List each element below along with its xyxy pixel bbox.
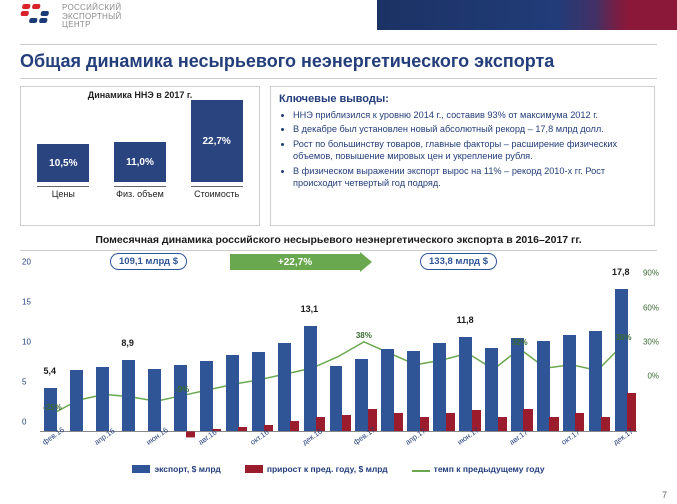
y-left-tick: 20 — [22, 258, 31, 267]
growth-bar — [290, 421, 299, 431]
legend-growth: прирост к пред. году, $ млрд — [245, 464, 388, 474]
small-bar-label: Физ. объем — [114, 186, 166, 199]
small-bar-label: Цены — [37, 186, 89, 199]
export-bar — [70, 370, 83, 431]
callout-bullet: В декабре был установлен новый абсолютны… — [293, 123, 646, 135]
export-bar — [122, 360, 135, 431]
growth-bar — [627, 393, 636, 431]
y-left-tick: 15 — [22, 298, 31, 307]
y-right-tick: 60% — [643, 303, 659, 312]
export-bar — [148, 369, 161, 431]
export-bar — [330, 366, 343, 431]
export-bar — [407, 351, 420, 431]
page-number: 7 — [662, 490, 667, 500]
export-bar — [278, 343, 291, 431]
growth-arrow: +22,7% — [230, 254, 360, 270]
growth-bar — [549, 417, 558, 431]
growth-bar — [446, 413, 455, 431]
key-findings-box: Ключевые выводы: ННЭ приблизился к уровн… — [270, 86, 655, 226]
legend-label: темп к предыдущему году — [434, 464, 545, 474]
export-value-label: 13,1 — [301, 304, 319, 314]
logo-mark-icon — [17, 4, 57, 30]
total-2017-bubble: 133,8 млрд $ — [420, 253, 497, 270]
export-bar — [355, 359, 368, 431]
small-bar-label: Стоимость — [191, 186, 243, 199]
chart-plot-area: 051015200%30%60%90%5,4фев.16-25%апр.168,… — [40, 271, 637, 432]
growth-bar — [238, 427, 247, 431]
callout-bullet: Рост по большинству товаров, главные фак… — [293, 138, 646, 163]
export-bar — [96, 367, 109, 431]
rate-label: -9% — [175, 385, 189, 394]
export-bar — [615, 289, 628, 431]
rate-label: 32% — [512, 338, 528, 347]
legend-export: экспорт, $ млрд — [132, 464, 220, 474]
y-right-tick: 30% — [643, 338, 659, 347]
export-bar — [304, 326, 317, 431]
growth-bar — [394, 413, 403, 431]
header-stripe — [377, 0, 677, 30]
logo-text: РОССИЙСКИЙ ЭКСПОРТНЫЙ ЦЕНТР — [62, 4, 122, 29]
export-value-label: 5,4 — [44, 366, 57, 376]
y-right-tick: 0% — [647, 372, 659, 381]
export-value-label: 11,8 — [457, 315, 474, 325]
logo: РОССИЙСКИЙ ЭКСПОРТНЫЙ ЦЕНТР — [20, 4, 122, 30]
export-bar — [563, 335, 576, 431]
small-chart-bars: 10,5% Цены 11,0% Физ. объем 22,7% Стоимость — [21, 103, 259, 199]
legend-label: экспорт, $ млрд — [154, 464, 220, 474]
growth-bar — [186, 431, 195, 437]
chart-legend: экспорт, $ млрд прирост к пред. году, $ … — [20, 464, 657, 474]
legend-label: прирост к пред. году, $ млрд — [267, 464, 388, 474]
growth-bar — [601, 417, 610, 431]
y-left-tick: 10 — [22, 338, 31, 347]
growth-bar — [342, 415, 351, 431]
export-bar — [511, 338, 524, 431]
export-bar — [433, 343, 446, 431]
export-bar — [381, 349, 394, 431]
logo-line: ЦЕНТР — [62, 21, 122, 29]
page-title: Общая динамика несырьевого неэнергетичес… — [20, 44, 657, 79]
export-bar — [174, 365, 187, 431]
export-bar — [459, 337, 472, 431]
rate-label: -25% — [43, 403, 62, 412]
callout-list: ННЭ приблизился к уровню 2014 г., состав… — [279, 109, 646, 190]
slide-header: РОССИЙСКИЙ ЭКСПОРТНЫЙ ЦЕНТР — [0, 0, 677, 40]
export-bar — [589, 331, 602, 431]
export-bar — [200, 361, 213, 431]
callout-bullet: ННЭ приблизился к уровню 2014 г., состав… — [293, 109, 646, 121]
small-bar: 22,7% — [191, 100, 243, 182]
export-value-label: 17,8 — [612, 267, 630, 277]
export-value-label: 8,9 — [121, 338, 134, 348]
legend-rate: темп к предыдущему году — [412, 464, 545, 474]
rate-label: 36% — [615, 333, 631, 342]
y-right-tick: 90% — [643, 269, 659, 278]
small-bar: 10,5% — [37, 144, 89, 182]
export-bar — [485, 348, 498, 431]
growth-bar — [498, 417, 507, 431]
y-left-tick: 0 — [22, 418, 26, 427]
small-bar: 11,0% — [114, 142, 166, 182]
big-chart-title: Помесячная динамика российского несырьев… — [20, 234, 657, 246]
monthly-dynamics-chart: 051015200%30%60%90%5,4фев.16-25%апр.168,… — [20, 250, 657, 476]
total-2016-bubble: 109,1 млрд $ — [110, 253, 187, 270]
callout-title: Ключевые выводы: — [279, 93, 646, 105]
export-bar — [226, 355, 239, 431]
export-bar — [252, 352, 265, 431]
small-bar-chart: Динамика ННЭ в 2017 г. 10,5%Цены11,0%Физ… — [20, 86, 260, 226]
rate-label: 38% — [356, 331, 372, 340]
export-bar — [537, 341, 550, 431]
y-left-tick: 5 — [22, 378, 26, 387]
callout-bullet: В физическом выражении экспорт вырос на … — [293, 165, 646, 190]
